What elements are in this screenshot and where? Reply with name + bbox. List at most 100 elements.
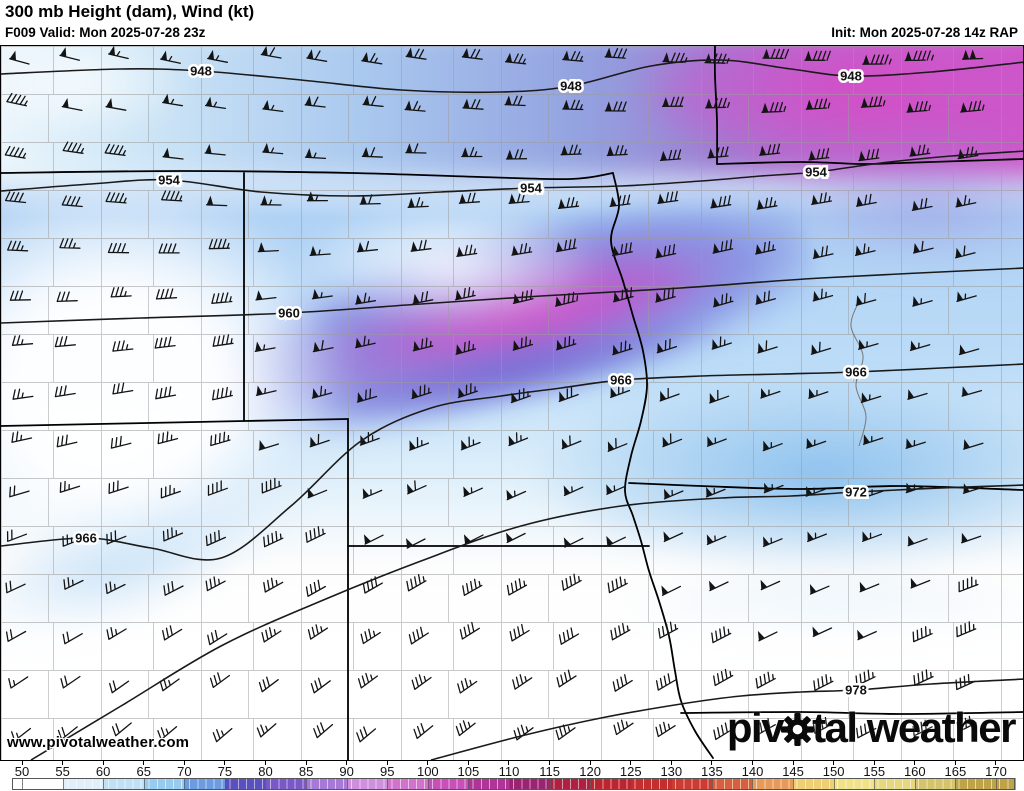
wind-barb xyxy=(9,485,30,498)
colorbar-tick-label: 165 xyxy=(944,764,967,779)
wind-barb xyxy=(861,531,883,542)
wind-barb-field xyxy=(4,46,985,743)
wind-barb xyxy=(554,291,579,307)
colorbar-segment xyxy=(387,778,430,790)
wind-barb xyxy=(658,621,679,639)
wind-barb xyxy=(805,98,831,110)
colorbar-segment xyxy=(265,778,308,790)
colorbar-segment xyxy=(833,778,876,790)
wind-barb xyxy=(204,96,227,110)
wind-barb xyxy=(555,238,577,253)
colorbar-tick-label: 75 xyxy=(217,764,233,779)
contour-label-978: 978 xyxy=(845,682,867,697)
wind-barb xyxy=(209,672,231,689)
colorbar-tick xyxy=(995,761,997,765)
colorbar-tick-label: 145 xyxy=(782,764,804,779)
wind-barb xyxy=(159,678,180,692)
colorbar-tick-label: 80 xyxy=(258,764,273,779)
wind-barb xyxy=(110,286,132,298)
wind-barb xyxy=(807,531,827,543)
wind-barb xyxy=(655,244,677,259)
colorbar-tick xyxy=(467,761,469,765)
wind-barb xyxy=(806,438,827,449)
wind-barb xyxy=(604,101,627,112)
wind-barb xyxy=(362,576,383,594)
colorbar-tick xyxy=(143,761,145,765)
wind-barb xyxy=(54,335,76,348)
wind-barb xyxy=(257,242,279,253)
wind-barb xyxy=(160,50,181,64)
wind-barb xyxy=(912,626,933,643)
wind-barb xyxy=(157,726,178,741)
wind-barb xyxy=(261,477,282,494)
wind-barb xyxy=(411,674,432,690)
wind-barb xyxy=(809,584,830,595)
wind-barb xyxy=(310,677,331,694)
colorbar-tick-label: 125 xyxy=(619,764,642,779)
wind-barb xyxy=(107,242,130,254)
wind-barb xyxy=(858,339,879,350)
wind-barb xyxy=(755,290,776,305)
wind-barb xyxy=(812,626,833,638)
wind-barb xyxy=(11,727,32,742)
colorbar-tick xyxy=(102,761,104,765)
wind-barb xyxy=(313,722,334,739)
state-border xyxy=(1,418,349,427)
colorbar-tick-label: 60 xyxy=(95,764,111,779)
wind-barb xyxy=(305,526,326,543)
header: 300 mb Height (dam), Wind (kt) F009 Vali… xyxy=(0,0,1024,45)
colorbar-tick xyxy=(549,761,551,765)
height-contour-966 xyxy=(1,363,1023,561)
colorbar-segment xyxy=(793,778,836,790)
colorbar-tick xyxy=(346,761,348,765)
wind-barb xyxy=(108,480,129,494)
wind-barb xyxy=(410,239,432,252)
wind-barb xyxy=(858,148,880,162)
wind-barb xyxy=(506,578,528,596)
wind-barb xyxy=(6,92,28,107)
weather-map: 948 948 948 954 954 954 960 966 966 966 972 978 www… xyxy=(0,45,1024,761)
colorbar-segment xyxy=(590,778,633,790)
wind-barb xyxy=(105,192,127,204)
wind-barb xyxy=(7,240,29,252)
wind-barb xyxy=(9,50,30,65)
contour-label-972: 972 xyxy=(845,484,867,499)
wind-barb xyxy=(155,386,177,400)
wind-barb xyxy=(904,50,934,62)
colorbar-segment xyxy=(427,778,470,790)
colorbar-segment xyxy=(346,778,389,790)
wind-barb xyxy=(409,437,430,451)
wind-barb xyxy=(612,674,633,692)
colorbar-tick-label: 110 xyxy=(498,764,520,779)
wind-barb xyxy=(762,48,790,60)
wind-barb xyxy=(760,388,781,399)
wind-barb xyxy=(909,144,931,157)
wind-barb xyxy=(356,726,377,743)
wind-barb xyxy=(211,292,233,304)
wind-barb xyxy=(112,340,134,352)
wind-barb xyxy=(912,296,933,307)
wind-barb xyxy=(408,626,429,645)
wind-barb xyxy=(905,438,926,449)
colorbar-tick xyxy=(21,761,23,765)
wind-barb xyxy=(161,190,183,202)
wind-barb xyxy=(855,292,877,306)
wind-barb xyxy=(11,335,34,346)
wind-barb xyxy=(757,340,778,354)
wind-barb xyxy=(659,149,682,162)
colorbar-segment xyxy=(22,778,65,790)
contour-label-966: 966 xyxy=(845,364,867,379)
wind-barb xyxy=(362,488,383,499)
wind-barb xyxy=(955,195,977,208)
wind-barb xyxy=(263,577,284,593)
colorbar-tick-label: 130 xyxy=(660,764,683,779)
wind-barb xyxy=(511,243,533,256)
wind-barb xyxy=(309,433,330,448)
wind-barb xyxy=(60,675,81,689)
wind-barb xyxy=(808,388,829,399)
colorbar-segment xyxy=(184,778,227,790)
wind-barb xyxy=(307,487,328,499)
wind-barb xyxy=(762,536,783,548)
wind-barb xyxy=(455,720,476,737)
wind-barb xyxy=(459,621,480,640)
